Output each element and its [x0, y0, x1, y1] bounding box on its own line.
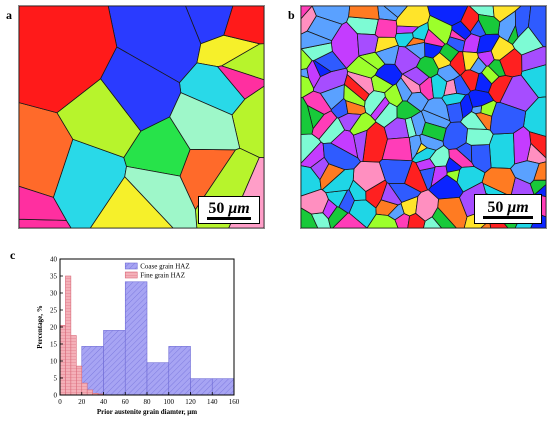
fine-grain-bar [70, 335, 77, 396]
ebsd-b-grain [489, 101, 527, 135]
ebsd-b-grain [415, 142, 428, 156]
ebsd-b-grain [441, 92, 467, 106]
scale-label-b: 50 μm [487, 198, 529, 216]
fine-grain-bar [76, 365, 83, 396]
ebsd-map-b: 50 μm [300, 5, 547, 229]
y-tick-label: 20 [50, 324, 58, 332]
x-tick-label: 140 [207, 398, 218, 406]
ebsd-b-grain [348, 6, 380, 20]
ebsd-b-grain [343, 73, 370, 102]
ebsd-b-grain [301, 6, 313, 20]
ebsd-b-grain [507, 24, 519, 45]
ebsd-b-grain [476, 33, 500, 54]
ebsd-grain-map-a [19, 6, 264, 228]
ebsd-b-grain [346, 55, 379, 79]
ebsd-a-grain [169, 92, 241, 151]
ebsd-b-grain [374, 18, 398, 38]
y-tick-label: 10 [50, 358, 58, 366]
x-tick-label: 60 [122, 398, 130, 406]
y-tick-label: 15 [50, 341, 58, 349]
ebsd-b-grain [459, 111, 488, 130]
coarse-grain-bar [146, 362, 170, 396]
fine-grain-bar [86, 389, 93, 396]
legend-label: Fine grain HAZ [140, 272, 185, 280]
ebsd-b-grain [401, 66, 430, 86]
fine-grain-bar [65, 275, 72, 396]
ebsd-b-grain [446, 169, 461, 183]
histogram-chart: 0 20 40 60 80 100 120 140 160 0 5 10 15 20 25 30 35 40 Pri… [36, 256, 240, 417]
y-tick-label: 40 [50, 256, 58, 264]
ebsd-b-grain [465, 128, 494, 146]
ebsd-b-grain [492, 6, 522, 23]
ebsd-map-a: 50 μm [18, 5, 265, 229]
ebsd-b-grain [462, 51, 479, 71]
ebsd-a-grain [223, 6, 264, 45]
ebsd-b-grain [395, 6, 431, 28]
y-tick-label: 25 [50, 307, 58, 315]
legend-swatch [124, 271, 138, 279]
ebsd-b-grain [301, 30, 333, 50]
panel-b-label: b [288, 8, 295, 22]
panel-a-label: a [6, 8, 12, 22]
y-tick-label: 30 [50, 290, 58, 298]
ebsd-b-grain [407, 212, 426, 228]
ebsd-b-grain [356, 33, 379, 57]
scale-line-b [483, 215, 533, 219]
ebsd-a-grain [216, 65, 264, 100]
scale-bar-a: 50 μm [198, 196, 260, 224]
ebsd-b-grain [449, 28, 466, 42]
scale-label-a: 50 μm [208, 199, 250, 217]
coarse-grain-bar [103, 330, 126, 396]
ebsd-b-grain [415, 158, 436, 171]
ebsd-b-grain [439, 43, 460, 63]
panel-c-label: c [10, 248, 16, 262]
y-tick-label: 35 [50, 273, 58, 281]
ebsd-b-grain [481, 65, 500, 85]
scale-line-a [207, 216, 251, 220]
ebsd-b-grain [421, 121, 447, 142]
fine-grain-bar [59, 325, 66, 396]
ebsd-b-grain [301, 96, 314, 135]
ebsd-a-grain [124, 165, 198, 228]
scale-bar-b: 50 μm [474, 194, 542, 224]
legend-swatch [124, 262, 138, 270]
ebsd-b-grain [322, 142, 362, 171]
y-axis-label: Percentage, % [36, 305, 44, 348]
x-tick-label: 40 [100, 398, 108, 406]
ebsd-b-grain [374, 63, 403, 86]
legend-label: Coase grain HAZ [140, 263, 189, 271]
coarse-grain-bar [168, 346, 191, 396]
x-tick-label: 100 [164, 398, 175, 406]
ebsd-b-grain [510, 160, 540, 185]
x-tick-label: 160 [229, 398, 240, 406]
coarse-grain-bar [190, 378, 213, 396]
x-tick-label: 120 [185, 398, 196, 406]
y-tick-label: 0 [54, 392, 58, 400]
ebsd-b-grain [306, 60, 321, 90]
ebsd-b-grain [337, 113, 362, 132]
x-axis-label: Prior austenite grain diamter, μm [97, 408, 197, 416]
ebsd-a-grain [19, 185, 68, 221]
ebsd-b-grain [381, 136, 413, 162]
y-tick-label: 5 [54, 375, 58, 383]
x-tick-label: 0 [58, 398, 62, 406]
ebsd-b-grain [366, 213, 399, 228]
ebsd-b-grain [394, 32, 414, 48]
x-tick-label: 80 [144, 398, 152, 406]
x-tick-label: 20 [78, 398, 86, 406]
coarse-grain-bar [124, 281, 148, 396]
ebsd-b-grain [380, 182, 403, 206]
ebsd-b-grain [488, 132, 516, 169]
fine-grain-bar [81, 382, 88, 396]
coarse-grain-bar [211, 378, 235, 396]
ebsd-grain-map-b [301, 6, 546, 228]
ebsd-b-grain [527, 6, 546, 48]
